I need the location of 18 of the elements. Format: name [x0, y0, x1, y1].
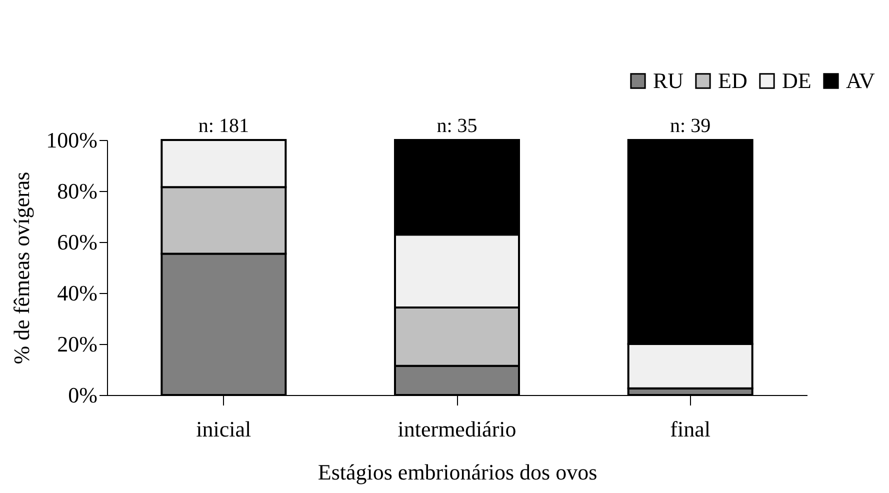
y-axis-title: % de fêmeas ovígeras: [9, 172, 34, 364]
x-axis-title: Estágios embrionários dos ovos: [318, 460, 598, 484]
annotation: n: 181: [198, 115, 249, 137]
annotation: n: 35: [436, 115, 478, 137]
y-tick-label: 80%: [57, 178, 98, 204]
legend-label: AV: [846, 68, 876, 93]
x-tick-label: final: [670, 416, 710, 442]
legend-label: ED: [718, 68, 748, 93]
y-tick-label: 60%: [57, 230, 98, 254]
y-tick-label: 100%: [46, 128, 98, 152]
y-tick-label: 40%: [57, 280, 98, 306]
legend-label: DE: [782, 68, 812, 93]
y-tick-label: 20%: [57, 332, 98, 356]
legend-label: RU: [653, 68, 684, 93]
y-tick-label: 0%: [68, 382, 98, 408]
x-tick-label: inicial: [196, 416, 252, 442]
x-tick-label: intermediário: [398, 416, 516, 442]
annotation: n: 39: [670, 115, 711, 137]
